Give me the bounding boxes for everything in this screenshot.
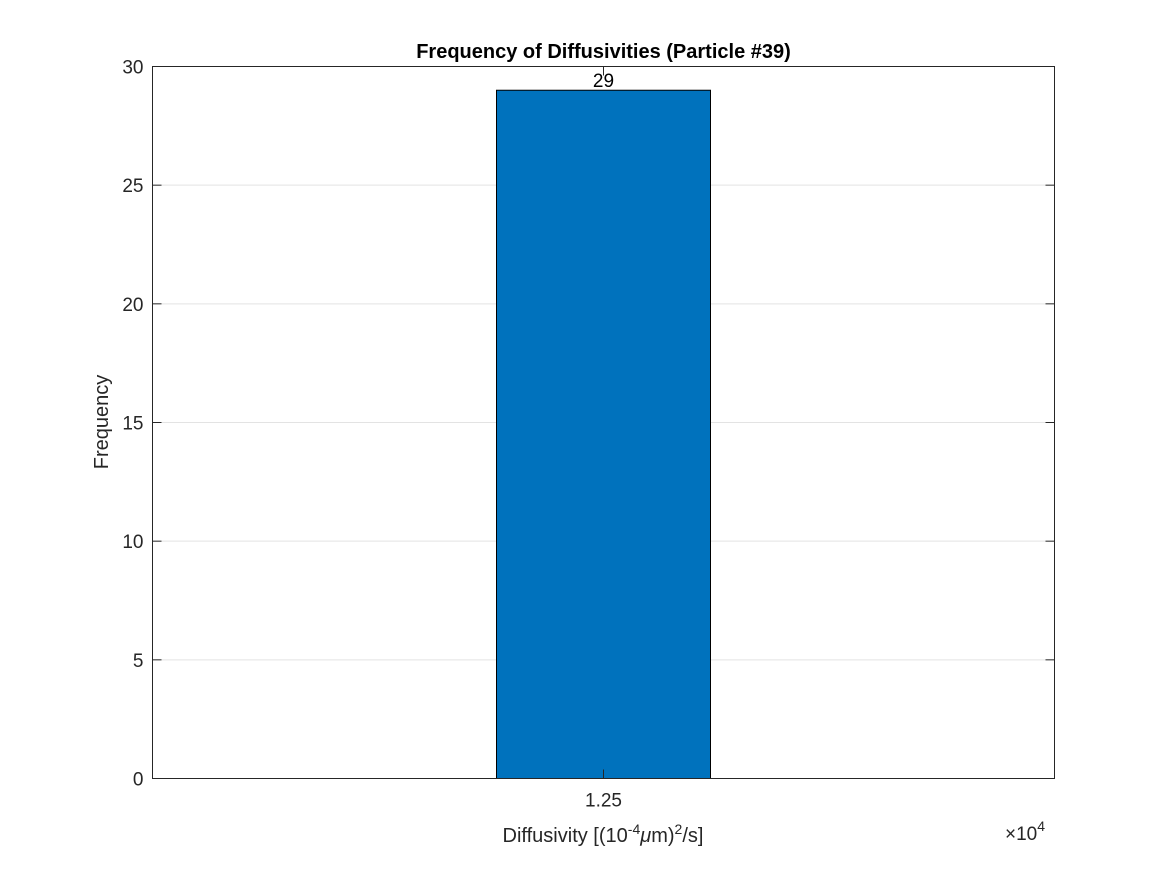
- y-axis-ticks: 0 5 10 15 20 25 30: [122, 58, 1055, 791]
- x-axis-label-square: 2: [675, 821, 683, 837]
- x-axis-label-suffix: /s]: [682, 825, 703, 847]
- x-tick-label: 1.25: [585, 791, 622, 812]
- y-tick-label: 10: [122, 532, 143, 553]
- x-multiplier-base: 10: [1016, 824, 1037, 845]
- x-multiplier-exponent: 4: [1037, 818, 1045, 834]
- chart-title: Frequency of Diffusivities (Particle #39…: [416, 41, 791, 63]
- y-tick-label: 30: [122, 58, 143, 79]
- x-axis-label-unit: m): [651, 825, 674, 847]
- x-axis-multiplier: ×104: [1005, 818, 1045, 845]
- x-axis-label-prefix: Diffusivity [(10: [503, 825, 628, 847]
- y-tick-label: 5: [133, 651, 144, 672]
- y-tick-label: 15: [122, 414, 143, 435]
- y-tick-label: 20: [122, 295, 143, 316]
- data-labels: 29: [593, 71, 614, 92]
- bar-value-label: 29: [593, 71, 614, 92]
- x-axis-label: Diffusivity [(10-4μm)2/s]: [503, 821, 704, 847]
- bar: [496, 89, 711, 779]
- bars: [496, 89, 711, 779]
- y-tick-label: 0: [133, 770, 144, 791]
- x-axis-ticks: 1.25: [585, 66, 622, 812]
- y-axis-label: Frequency: [91, 375, 113, 470]
- x-multiplier-times: ×: [1005, 824, 1016, 845]
- y-tick-label: 25: [122, 176, 143, 197]
- x-axis-label-exponent: -4: [628, 821, 641, 837]
- x-axis-label-mu: μ: [639, 825, 651, 847]
